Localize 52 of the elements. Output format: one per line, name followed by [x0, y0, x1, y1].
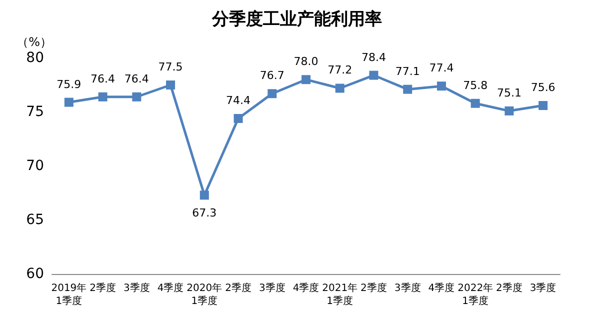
point [302, 75, 310, 84]
data-label: 75.9 [56, 78, 82, 91]
y-tick-label: 60 [26, 266, 44, 282]
x-tick-label: 3季度 [258, 282, 286, 294]
point [335, 84, 344, 93]
data-label: 75.1 [496, 86, 522, 100]
x-tick-label: 2季度 [496, 282, 522, 294]
chart-title: 分季度工业产能利用率 [211, 10, 382, 30]
y-tick-label: 70 [26, 158, 44, 174]
x-tick-label: 4季度 [292, 282, 320, 294]
data-label: 77.1 [395, 64, 420, 78]
point [166, 80, 176, 90]
x-tick-label: 2季度 [360, 282, 387, 294]
x-tick-label: 3季度 [394, 282, 421, 294]
data-label: 78.0 [294, 55, 318, 68]
data-label: 77.4 [429, 62, 454, 75]
data-label: 76.4 [90, 72, 116, 86]
y-tick-label: 65 [26, 212, 44, 228]
point [403, 84, 412, 94]
point [538, 101, 548, 110]
point [200, 190, 209, 200]
point [64, 98, 74, 107]
x-tick-label: 2季度 [90, 282, 116, 294]
data-label: 78.4 [361, 50, 386, 64]
x-tick-label: 2021年 1季度 [322, 282, 358, 307]
point [504, 106, 514, 116]
x-tick-label: 2季度 [225, 282, 252, 294]
x-tick-label: 2020年 1季度 [186, 282, 222, 307]
x-tick-label: 2022年 1季度 [458, 282, 494, 307]
y-tick-label: 75 [26, 104, 44, 120]
data-label: 76.4 [124, 72, 149, 86]
data-label: 75.6 [530, 81, 556, 94]
point [98, 92, 108, 102]
x-tick-label: 3季度 [123, 282, 150, 294]
point [470, 98, 480, 108]
y-tick-label: 80 [26, 50, 44, 66]
data-label: 77.5 [158, 60, 183, 74]
point [268, 89, 277, 98]
x-tick-label: 3季度 [530, 282, 556, 294]
x-tick-label: 4季度 [157, 282, 184, 294]
x-tick-label: 2019年 1季度 [51, 282, 87, 307]
data-label: 76.7 [260, 69, 284, 82]
y-axis-title: （%） [16, 35, 52, 49]
x-tick-label: 4季度 [428, 282, 455, 294]
data-label: 75.8 [463, 78, 488, 92]
data-label: 74.4 [226, 94, 251, 107]
point [436, 82, 446, 91]
point [369, 70, 378, 80]
point [234, 114, 243, 123]
data-label: 77.2 [328, 64, 352, 77]
data-label: 67.3 [192, 206, 217, 220]
point [132, 92, 142, 102]
